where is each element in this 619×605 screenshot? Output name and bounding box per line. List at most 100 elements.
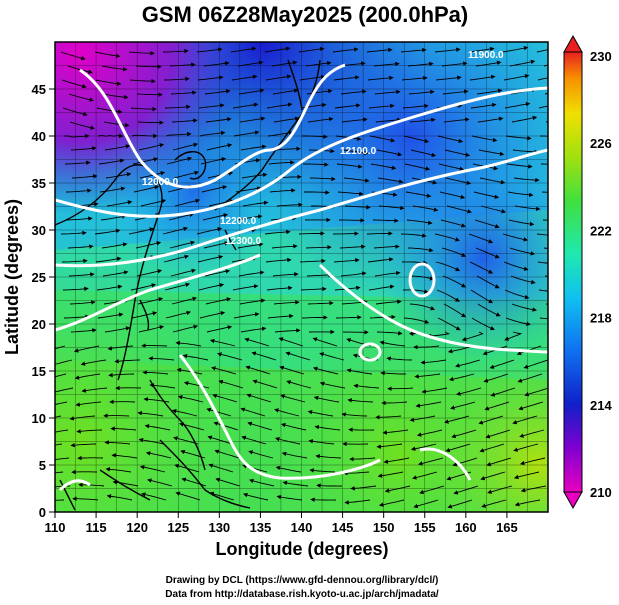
- streamline-arrow: [524, 387, 548, 397]
- streamline-arrow: [382, 429, 409, 435]
- streamline-arrow: [133, 185, 160, 193]
- streamline-arrow: [60, 230, 87, 236]
- streamline-arrow: [95, 256, 122, 263]
- streamline-arrow: [265, 74, 292, 81]
- streamline-arrow: [197, 254, 224, 263]
- streamline-arrow: [242, 200, 269, 207]
- colorbar: 230 226 222 218 214 210: [563, 34, 612, 510]
- streamline-arrow: [503, 261, 529, 271]
- streamline-arrow: [269, 188, 296, 193]
- streamline-arrow: [406, 219, 433, 225]
- streamline-arrow: [376, 149, 403, 157]
- streamline-arrow: [469, 261, 494, 274]
- contour-label: 12300.0: [225, 236, 262, 247]
- streamline-arrow: [105, 467, 132, 473]
- streamline-arrow: [232, 102, 259, 109]
- contour-label: 11900.0: [468, 50, 504, 61]
- colorbar-min-arrow: [563, 491, 583, 510]
- streamline-arrow: [434, 233, 460, 242]
- streamline-arrow: [107, 345, 134, 351]
- streamline-arrow: [504, 101, 531, 109]
- streamline-arrow: [343, 177, 370, 183]
- streamline-arrow: [138, 143, 165, 151]
- streamline-arrow: [509, 59, 536, 67]
- streamline-arrow: [106, 200, 133, 207]
- streamline-arrow: [420, 359, 447, 365]
- streamline-arrow: [512, 415, 538, 425]
- streamline-arrow: [508, 219, 535, 227]
- streamline-arrow: [271, 244, 298, 249]
- streamline-arrow: [209, 491, 235, 501]
- streamline-arrow: [264, 229, 291, 235]
- streamline-arrow: [376, 443, 403, 449]
- streamline-arrow: [478, 149, 505, 157]
- streamline-arrow: [212, 393, 238, 403]
- streamline-arrow: [97, 133, 124, 138]
- streamline-arrow: [55, 373, 67, 378]
- streamline-arrow: [298, 231, 325, 236]
- streamline-arrow: [55, 345, 66, 350]
- streamline-arrow: [410, 149, 437, 158]
- streamline-arrow: [303, 162, 329, 167]
- streamline-arrow: [409, 415, 436, 423]
- x-tick-label: 145: [332, 520, 354, 535]
- streamline-arrow: [130, 106, 157, 112]
- streamline-arrow: [461, 331, 484, 342]
- streamline-arrow: [171, 408, 198, 417]
- colorbar-bar: [563, 51, 583, 493]
- streamline-arrow: [264, 46, 291, 53]
- streamline-arrow: [230, 46, 257, 53]
- x-tick-label: 115: [86, 520, 107, 535]
- streamline-arrow: [537, 261, 548, 264]
- y-tick-label: 25: [32, 270, 46, 285]
- streamline-arrow: [468, 46, 495, 53]
- streamline-arrow: [203, 241, 230, 249]
- streamline-arrow: [340, 271, 367, 277]
- x-tick-label: 120: [126, 520, 148, 535]
- streamline-arrow: [197, 75, 224, 81]
- streamline-arrow: [63, 133, 90, 139]
- streamline-arrow: [72, 496, 99, 501]
- streamline-arrow: [334, 103, 361, 109]
- streamline-arrow: [378, 499, 405, 507]
- streamline-arrow: [280, 394, 306, 403]
- streamline-arrow: [70, 146, 97, 151]
- streamline-arrow: [196, 47, 223, 53]
- streamline-arrow: [168, 212, 195, 221]
- y-tick-label: 30: [32, 223, 46, 238]
- streamline-arrow: [368, 284, 395, 291]
- streamline-arrow: [68, 272, 95, 277]
- streamline-arrow: [503, 73, 530, 81]
- streamline-arrow: [214, 449, 240, 459]
- streamline-arrow: [247, 421, 273, 431]
- streamline-arrow: [67, 65, 93, 74]
- streamline-arrow: [101, 65, 128, 72]
- streamline-arrow: [442, 275, 467, 288]
- streamline-arrow: [252, 379, 278, 389]
- streamline-arrow: [196, 226, 223, 235]
- streamline-arrow: [213, 421, 239, 431]
- streamline-arrow: [278, 337, 304, 347]
- streamline-arrow: [199, 130, 226, 137]
- streamline-arrow: [170, 90, 197, 95]
- streamline-arrow: [177, 394, 204, 403]
- streamline-arrow: [238, 88, 265, 95]
- streamline-arrow: [171, 296, 198, 305]
- streamline-arrow: [162, 48, 189, 54]
- streamline-arrow: [369, 314, 396, 320]
- streamline-arrow: [339, 244, 366, 249]
- streamline-arrow: [55, 429, 69, 433]
- streamline-arrow: [520, 485, 547, 493]
- streamline-arrow: [451, 429, 477, 439]
- streamline-arrow: [519, 429, 545, 438]
- streamline-arrow: [437, 135, 464, 144]
- streamline-arrow: [237, 60, 264, 67]
- streamline-arrow: [404, 163, 431, 171]
- streamline-arrow: [305, 60, 332, 67]
- streamline-arrow: [486, 457, 512, 467]
- streamline-arrow: [280, 422, 307, 431]
- streamline-arrow: [316, 483, 343, 488]
- streamline-arrow: [314, 424, 341, 431]
- streamline-arrow: [373, 244, 400, 249]
- streamline-arrow: [341, 117, 368, 123]
